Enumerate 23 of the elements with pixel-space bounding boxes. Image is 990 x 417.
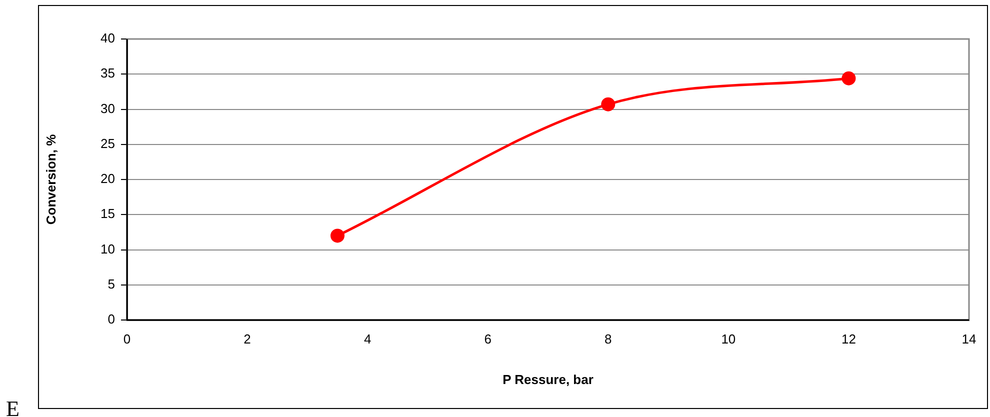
x-tick-label: 0	[123, 331, 131, 346]
y-tick-label: 5	[108, 276, 115, 292]
y-tick-label: 30	[100, 100, 115, 116]
text: E	[6, 396, 20, 417]
x-tick-label: 4	[364, 331, 372, 346]
x-tick-label: 6	[484, 331, 492, 346]
point	[601, 97, 616, 112]
point	[330, 228, 344, 243]
y-tick-label: 10	[100, 241, 115, 256]
x-axis-title: P Ressure, bar	[502, 372, 594, 387]
y-tick-label: 0	[108, 312, 115, 327]
x-tick-label: 2	[244, 331, 251, 346]
y-axis-title: Conversion, %	[43, 134, 58, 225]
x-tick-label: 12	[841, 331, 856, 346]
point	[842, 71, 856, 86]
y-tick-label: 35	[100, 66, 115, 81]
y-tick-label: 40	[100, 30, 115, 46]
x-tick-label: 14	[962, 331, 976, 346]
y-tick-label: 20	[100, 171, 115, 186]
x-tick-label: 10	[721, 331, 736, 346]
y-tick-label: 15	[100, 206, 115, 222]
x-tick-label: 8	[604, 331, 612, 346]
y-tick-label: 25	[100, 136, 115, 151]
